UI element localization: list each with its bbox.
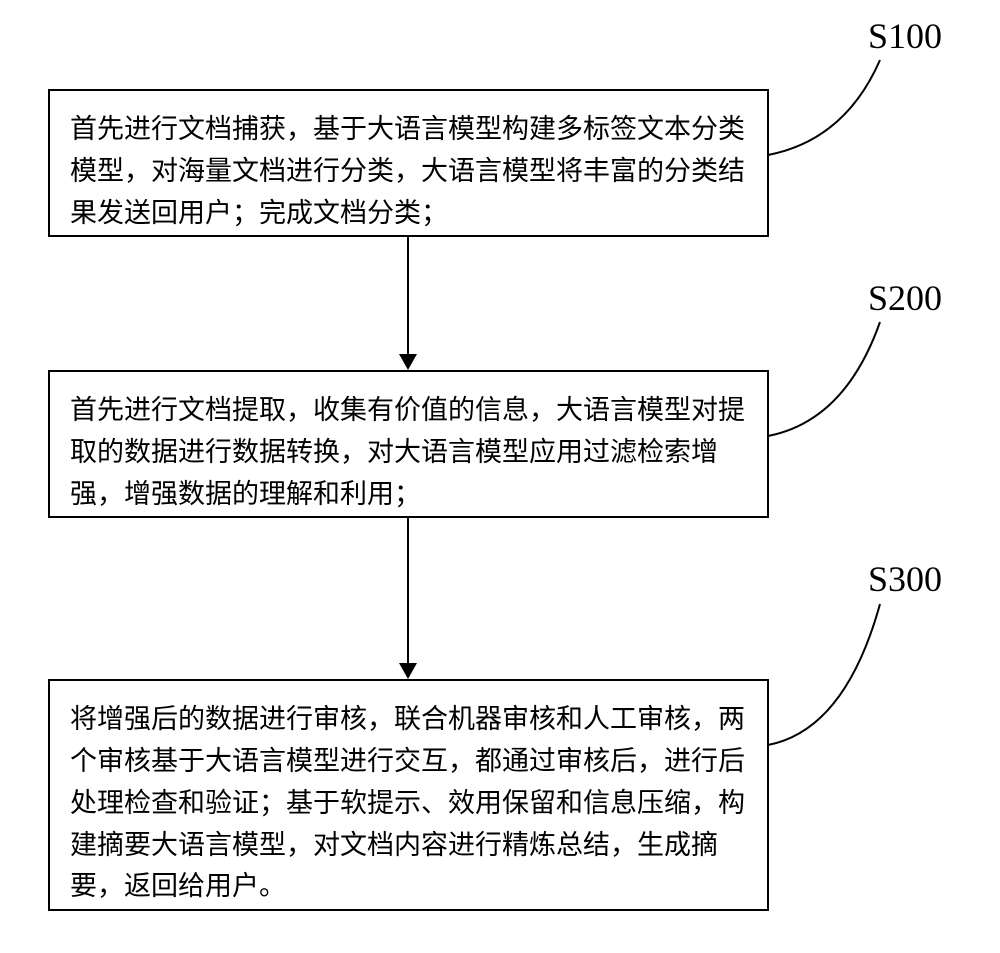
callout-curve-s300 [0,0,1000,953]
flowchart-container: 首先进行文档捕获，基于大语言模型构建多标签文本分类模型，对海量文档进行分类，大语… [0,0,1000,953]
